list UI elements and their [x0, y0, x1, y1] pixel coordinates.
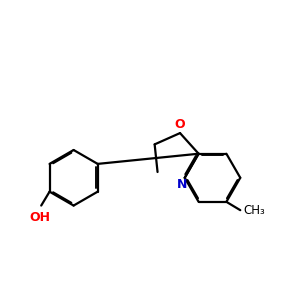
- Text: O: O: [175, 118, 185, 131]
- Text: N: N: [177, 178, 187, 191]
- Text: OH: OH: [29, 211, 50, 224]
- Text: CH₃: CH₃: [243, 204, 265, 217]
